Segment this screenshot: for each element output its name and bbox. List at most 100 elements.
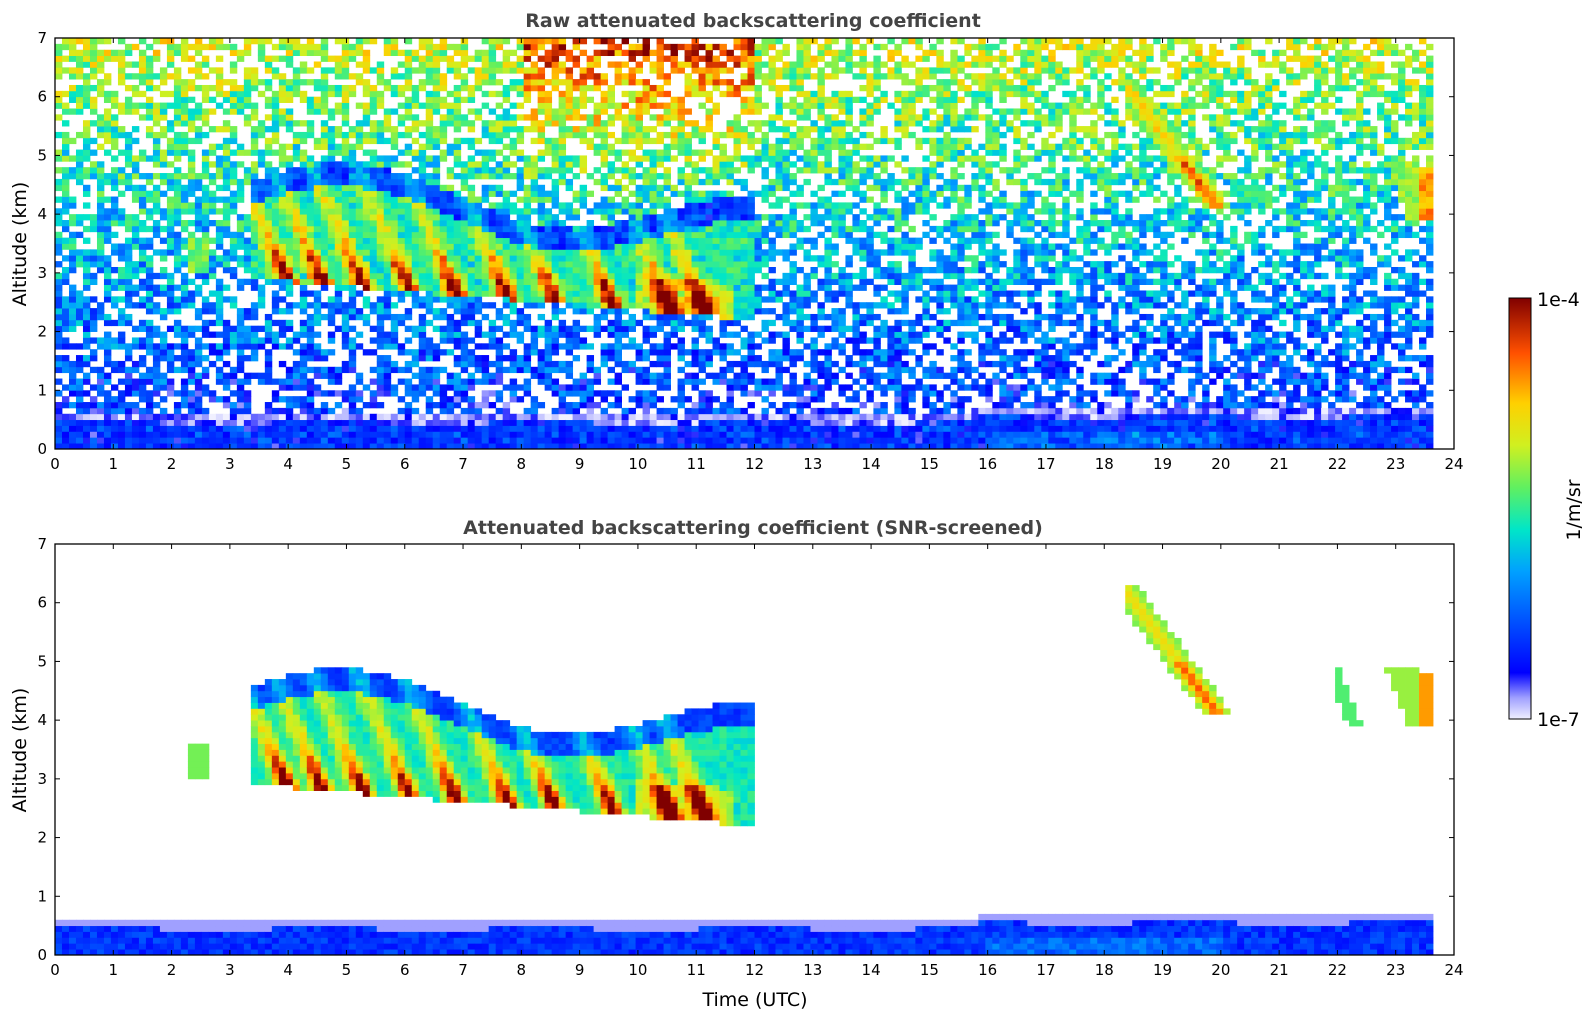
heatmap-cell	[278, 114, 287, 121]
heatmap-cell	[110, 214, 119, 221]
heatmap-cell	[229, 343, 238, 350]
heatmap-cell	[313, 184, 322, 192]
heatmap-cell	[271, 102, 280, 109]
heatmap-cell	[418, 431, 427, 438]
heatmap-cell	[530, 343, 539, 350]
heatmap-cell	[439, 43, 448, 51]
heatmap-cell	[432, 402, 441, 409]
heatmap-cell	[110, 425, 119, 432]
heatmap-cell	[677, 355, 685, 362]
heatmap-cell	[621, 425, 629, 432]
heatmap-cell	[565, 325, 574, 332]
heatmap-cell	[565, 114, 574, 121]
heatmap-cell	[656, 396, 664, 403]
heatmap-cell	[187, 231, 196, 239]
heatmap-cell	[663, 331, 671, 338]
heatmap-cell	[320, 90, 329, 98]
heatmap-cell	[677, 173, 685, 180]
heatmap-cell	[68, 266, 77, 274]
heatmap-cell	[355, 308, 364, 315]
heatmap-cell	[201, 272, 210, 280]
heatmap-cell	[208, 349, 217, 356]
heatmap-cell	[621, 437, 629, 444]
heatmap-cell	[355, 38, 364, 45]
heatmap-cell	[250, 372, 259, 379]
heatmap-cell	[530, 266, 539, 274]
heatmap-cell	[537, 243, 546, 250]
heatmap-cell	[404, 55, 413, 62]
heatmap-cell	[418, 313, 427, 321]
heatmap-cell	[257, 196, 266, 203]
heatmap-cell	[635, 419, 643, 426]
heatmap-cell	[257, 155, 266, 162]
heatmap-cell	[264, 173, 273, 180]
heatmap-cell	[383, 372, 392, 379]
heatmap-cell	[278, 443, 287, 450]
heatmap-cell	[103, 337, 112, 344]
heatmap-cell	[250, 208, 259, 215]
heatmap-cell	[551, 190, 560, 197]
heatmap-cell	[159, 266, 168, 274]
heatmap-cell	[61, 190, 70, 197]
heatmap-cell	[194, 38, 203, 45]
heatmap-cell	[607, 390, 616, 397]
heatmap-cell	[145, 402, 154, 409]
heatmap-cell	[208, 149, 217, 156]
heatmap-cell	[411, 190, 420, 197]
heatmap-cell	[558, 155, 567, 162]
heatmap-cell	[355, 143, 364, 150]
heatmap-cell	[131, 237, 140, 244]
heatmap-cell	[320, 284, 329, 291]
heatmap-cell	[362, 278, 371, 285]
heatmap-cell	[362, 55, 371, 62]
heatmap-cell	[369, 231, 378, 239]
heatmap-cell	[516, 126, 525, 133]
heatmap-cell	[166, 437, 175, 444]
heatmap-cell	[628, 43, 636, 51]
heatmap-cell	[96, 225, 105, 233]
heatmap-cell	[390, 84, 399, 92]
heatmap-cell	[677, 413, 685, 421]
heatmap-cell	[55, 67, 63, 74]
heatmap-cell	[453, 419, 462, 426]
heatmap-cell	[544, 167, 553, 174]
heatmap-cell	[481, 131, 490, 139]
heatmap-cell	[691, 126, 699, 133]
heatmap-cell	[278, 413, 287, 421]
heatmap-cell	[257, 225, 266, 233]
heatmap-cell	[691, 231, 699, 239]
heatmap-cell	[572, 161, 581, 168]
heatmap-cell	[306, 190, 315, 197]
heatmap-cell	[656, 249, 664, 256]
heatmap-cell	[642, 214, 650, 221]
heatmap-cell	[201, 96, 210, 103]
heatmap-cell	[502, 131, 511, 139]
heatmap-cell	[292, 372, 301, 379]
heatmap-cell	[642, 431, 650, 438]
heatmap-cell	[649, 155, 657, 162]
heatmap-cell	[586, 325, 595, 332]
heatmap-cell	[376, 360, 385, 368]
heatmap-cell	[418, 384, 427, 391]
heatmap-cell	[131, 225, 140, 233]
heatmap-cell	[719, 255, 727, 262]
heatmap-cell	[152, 443, 161, 450]
heatmap-cell	[628, 337, 636, 344]
heatmap-cell	[124, 302, 133, 309]
heatmap-cell	[229, 67, 238, 74]
heatmap-cell	[726, 366, 734, 374]
heatmap-cell	[222, 378, 231, 385]
heatmap-cell	[698, 413, 706, 421]
heatmap-cell	[103, 131, 112, 139]
heatmap-cell	[593, 372, 602, 379]
heatmap-cell	[698, 396, 706, 403]
heatmap-cell	[642, 102, 650, 109]
heatmap-cell	[656, 49, 664, 57]
heatmap-cell	[250, 255, 259, 262]
heatmap-cell	[530, 84, 539, 92]
heatmap-cell	[642, 231, 650, 239]
heatmap-cell	[481, 49, 490, 57]
heatmap-cell	[285, 290, 294, 297]
heatmap-cell	[61, 302, 70, 309]
heatmap-cell	[642, 261, 650, 268]
